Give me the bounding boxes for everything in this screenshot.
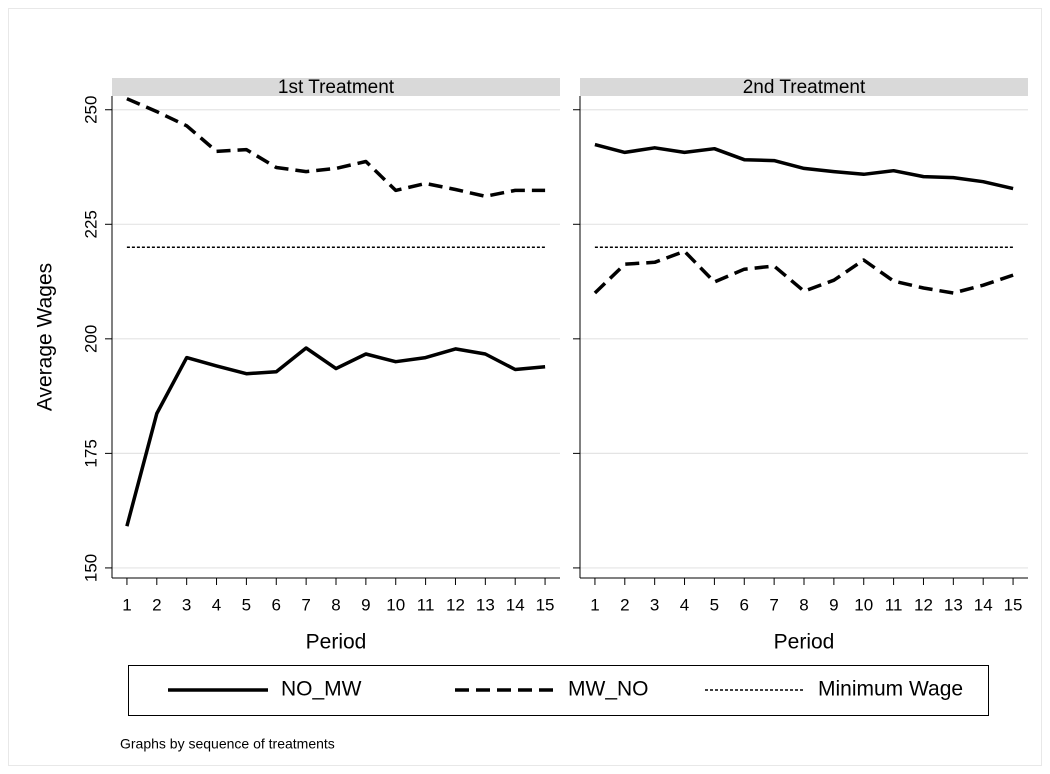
- y-tick-label: 200: [81, 325, 100, 353]
- x-tick-label: 13: [476, 595, 495, 614]
- x-tick-label: 4: [680, 595, 689, 614]
- x-tick-label: 9: [829, 595, 838, 614]
- x-tick-label: 2: [152, 595, 161, 614]
- x-tick-label: 15: [536, 595, 555, 614]
- legend-box: [128, 665, 989, 716]
- series-line: [125, 346, 546, 527]
- x-tick-label: 15: [1004, 595, 1023, 614]
- y-tick-label: 250: [81, 96, 100, 124]
- x-tick-label: 11: [885, 595, 903, 614]
- x-tick-label: 14: [506, 595, 525, 614]
- x-tick-label: 3: [182, 595, 191, 614]
- y-tick-label: 225: [81, 210, 100, 238]
- y-axis-label: Average Wages: [34, 263, 57, 411]
- x-tick-label: 14: [974, 595, 993, 614]
- series-line: [593, 249, 1014, 295]
- x-tick-label: 6: [740, 595, 749, 614]
- x-tick-label: 8: [331, 595, 340, 614]
- x-tick-label: 7: [769, 595, 778, 614]
- note: Graphs by sequence of treatments: [120, 736, 335, 752]
- panel-title: 1st Treatment: [278, 77, 395, 98]
- x-tick-label: 5: [710, 595, 719, 614]
- series-line: [594, 142, 1014, 191]
- panel-title: 2nd Treatment: [743, 77, 866, 98]
- frame: [8, 8, 1042, 766]
- x-tick-label: 12: [446, 595, 465, 614]
- x-axis-label: Period: [306, 631, 367, 654]
- legend-label: MW_NO: [568, 678, 649, 701]
- x-tick-label: 12: [914, 595, 933, 614]
- legend-label: Minimum Wage: [818, 678, 963, 701]
- panel-header: [112, 78, 560, 96]
- x-tick-label: 2: [620, 595, 629, 614]
- x-tick-label: 8: [799, 595, 808, 614]
- x-tick-label: 4: [212, 595, 221, 614]
- x-tick-label: 13: [944, 595, 963, 614]
- x-tick-label: 1: [122, 595, 131, 614]
- x-tick-label: 1: [590, 595, 599, 614]
- x-tick-label: 6: [272, 595, 281, 614]
- legend-label: NO_MW: [281, 678, 362, 701]
- x-tick-label: 10: [386, 595, 405, 614]
- series-line: [126, 97, 546, 199]
- x-tick-label: 3: [650, 595, 659, 614]
- y-tick-label: 175: [81, 439, 100, 467]
- panel-header: [580, 78, 1028, 96]
- x-tick-label: 7: [301, 595, 310, 614]
- x-tick-label: 10: [854, 595, 873, 614]
- y-tick-label: 150: [81, 554, 100, 582]
- x-tick-label: 9: [361, 595, 370, 614]
- x-tick-label: 5: [242, 595, 251, 614]
- x-axis-label: Period: [774, 631, 835, 654]
- x-tick-label: 11: [417, 595, 435, 614]
